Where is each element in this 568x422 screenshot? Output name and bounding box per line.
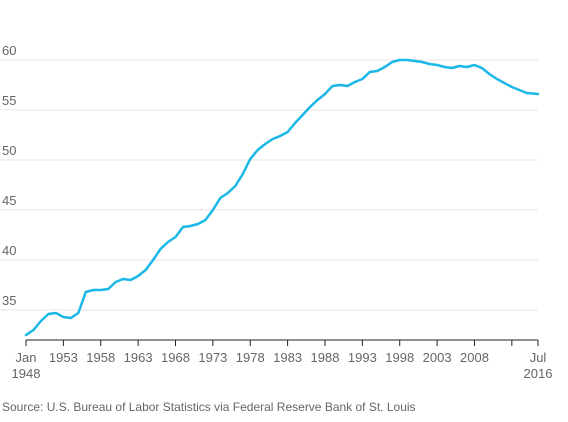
data-point <box>466 66 468 68</box>
data-point <box>144 269 147 271</box>
x-tick-label: 1983 <box>273 350 302 365</box>
data-point <box>167 241 169 243</box>
data-point <box>353 81 356 83</box>
y-tick-label: 50 <box>2 143 16 158</box>
data-point <box>286 131 289 133</box>
data-point <box>413 60 416 62</box>
data-point <box>129 279 132 281</box>
data-point <box>436 64 439 66</box>
x-tick-label: 1998 <box>385 350 414 365</box>
data-point <box>428 63 431 65</box>
x-tick-sublabel: 1948 <box>12 366 41 381</box>
data-point <box>324 93 326 95</box>
x-tick-label: 1963 <box>124 350 153 365</box>
data-point <box>77 312 80 314</box>
data-point <box>92 289 95 291</box>
x-tick-label: Jan <box>16 350 37 365</box>
y-tick-label: 35 <box>2 293 16 308</box>
data-point <box>32 329 35 331</box>
x-tick-sublabel: 2016 <box>524 366 553 381</box>
data-point <box>54 312 57 314</box>
series-line <box>24 58 540 337</box>
data-point <box>316 99 319 101</box>
data-point <box>39 320 42 322</box>
data-point <box>99 289 102 291</box>
gridlines <box>0 59 538 311</box>
data-point <box>256 149 259 151</box>
data-point <box>234 185 237 187</box>
data-point <box>338 84 341 86</box>
x-tick-label: 1973 <box>198 350 227 365</box>
data-point <box>174 236 177 238</box>
source-note: Source: U.S. Bureau of Labor Statistics … <box>2 400 416 414</box>
data-point <box>182 226 184 228</box>
data-point <box>361 78 364 80</box>
x-tick-label: 2003 <box>423 350 452 365</box>
x-tick-label: 1953 <box>49 350 78 365</box>
data-point <box>294 122 297 124</box>
x-tick-label: Jul <box>530 350 547 365</box>
y-tick-label: 40 <box>2 243 16 258</box>
data-point <box>107 288 110 290</box>
data-point <box>346 85 349 87</box>
data-point <box>331 85 334 87</box>
data-point <box>458 65 461 67</box>
data-point <box>391 61 394 63</box>
data-point <box>309 106 311 108</box>
data-point <box>473 64 476 66</box>
data-point <box>518 89 521 91</box>
data-point <box>189 225 192 227</box>
data-point <box>495 78 498 80</box>
y-axis-ticks: 35 40 45 50 55 60 <box>2 43 16 308</box>
y-tick-label: 45 <box>2 193 16 208</box>
data-point <box>241 173 244 175</box>
data-point <box>421 61 424 63</box>
data-point <box>376 70 379 72</box>
data-point <box>510 86 513 88</box>
data-point <box>264 143 267 145</box>
data-point <box>301 114 304 116</box>
data-point <box>383 66 386 68</box>
data-point <box>62 316 65 318</box>
series-layer <box>24 58 540 337</box>
data-point <box>204 219 207 221</box>
data-point <box>159 248 162 250</box>
data-point <box>368 71 371 73</box>
x-tick-label: 1978 <box>236 350 265 365</box>
x-tick-label: 2008 <box>460 350 489 365</box>
data-point <box>537 93 539 95</box>
data-point <box>226 192 229 194</box>
data-point <box>25 334 27 336</box>
data-point <box>114 281 117 283</box>
data-point <box>122 278 125 280</box>
data-point <box>480 67 483 69</box>
data-point <box>443 66 446 68</box>
data-point <box>69 317 72 319</box>
data-point <box>451 67 453 69</box>
y-tick-label: 60 <box>2 43 16 58</box>
x-tick-label: 1958 <box>86 350 115 365</box>
data-point <box>137 275 140 277</box>
data-point <box>279 135 282 137</box>
data-point <box>211 209 214 211</box>
data-point <box>249 158 252 160</box>
x-tick-label: 1993 <box>348 350 377 365</box>
data-point <box>271 138 274 140</box>
data-point <box>219 197 222 199</box>
data-point <box>152 259 155 261</box>
x-tick-label: 1968 <box>161 350 190 365</box>
data-point <box>84 291 87 293</box>
y-tick-label: 55 <box>2 93 16 108</box>
x-tick-label: 1988 <box>311 350 340 365</box>
data-point <box>488 73 491 75</box>
data-point <box>398 59 401 61</box>
data-point <box>406 59 409 61</box>
data-point <box>525 92 528 94</box>
data-point <box>503 82 506 84</box>
data-point <box>196 223 199 225</box>
data-point <box>47 313 50 315</box>
